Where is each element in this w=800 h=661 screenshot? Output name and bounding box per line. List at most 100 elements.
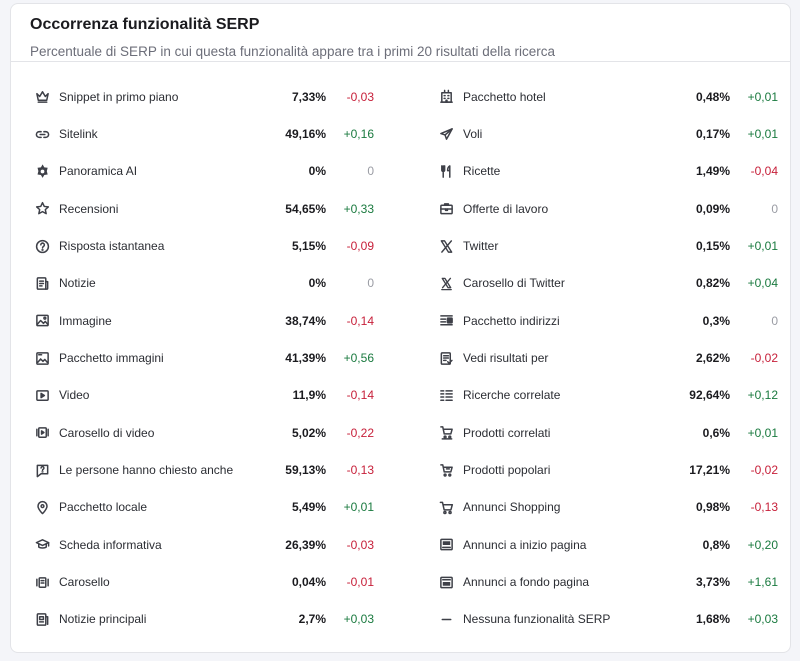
- feature-percent: 59,13%: [285, 463, 326, 478]
- feature-label: Video: [59, 388, 90, 403]
- address-pack-icon: [438, 312, 455, 329]
- feature-delta: -0,22: [346, 425, 374, 440]
- feature-delta: 0: [771, 313, 778, 328]
- x-carousel-icon: [438, 275, 455, 292]
- feature-percent: 0,17%: [695, 127, 730, 142]
- feature-percent: 0,04%: [291, 575, 326, 590]
- feature-row: Nessuna funzionalità SERP 1,68% +0,03: [438, 601, 778, 638]
- feature-label: Le persone hanno chiesto anche: [59, 463, 234, 478]
- feature-row: Annunci Shopping 0,98% -0,13: [438, 489, 778, 526]
- feature-label: Immagine: [59, 313, 112, 328]
- feature-label: Panoramica AI: [59, 164, 138, 179]
- feature-row: Notizie principali 2,7% +0,03: [34, 601, 374, 638]
- feature-row: Carosello di video 5,02% -0,22: [34, 414, 374, 451]
- feature-label: Risposta istantanea: [59, 239, 165, 254]
- briefcase-icon: [438, 200, 455, 217]
- dash-icon: [438, 611, 455, 628]
- feature-label: Notizie: [59, 276, 96, 291]
- feature-delta: -0,01: [346, 575, 374, 590]
- feature-label: Pacchetto hotel: [463, 89, 546, 104]
- feature-row: Carosello di Twitter 0,82% +0,04: [438, 265, 778, 302]
- feature-label: Pacchetto locale: [59, 500, 148, 515]
- feature-label: Recensioni: [59, 201, 119, 216]
- feature-label: Vedi risultati per: [463, 351, 549, 366]
- feature-row: Immagine 38,74% -0,14: [34, 302, 374, 339]
- feature-row: Le persone hanno chiesto anche 59,13% -0,1…: [34, 451, 374, 488]
- feature-label: Carosello di video: [59, 425, 155, 440]
- feature-percent: 41,39%: [285, 351, 326, 366]
- feature-percent: 0,98%: [695, 500, 730, 515]
- feature-row: Risposta istantanea 5,15% -0,09: [34, 227, 374, 264]
- feature-percent: 5,02%: [291, 425, 326, 440]
- feature-percent: 2,7%: [298, 612, 326, 627]
- feature-delta: -0,14: [346, 313, 374, 328]
- feature-delta: +0,03: [747, 612, 778, 627]
- star-icon: [34, 200, 51, 217]
- feature-row: Pacchetto indirizzi 0,3% 0: [438, 302, 778, 339]
- feature-delta: -0,02: [750, 351, 778, 366]
- feature-label: Snippet in primo piano: [59, 89, 179, 104]
- feature-percent: 49,16%: [285, 127, 326, 142]
- related-searches-icon: [438, 387, 455, 404]
- feature-delta: -0,14: [346, 388, 374, 403]
- feature-delta: +0,04: [747, 276, 778, 291]
- see-results-icon: [438, 350, 455, 367]
- feature-delta: 0: [367, 276, 374, 291]
- image-pack-icon: [34, 350, 51, 367]
- feature-label: Ricerche correlate: [463, 388, 561, 403]
- feature-percent: 5,49%: [291, 500, 326, 515]
- feature-row: Prodotti popolari 17,21% -0,02: [438, 451, 778, 488]
- feature-label: Annunci a fondo pagina: [463, 575, 590, 590]
- feature-label: Twitter: [463, 239, 499, 254]
- feature-delta: -0,02: [750, 463, 778, 478]
- ai-overview-icon: [34, 163, 51, 180]
- feature-row: Annunci a fondo pagina 3,73% +1,61: [438, 563, 778, 600]
- popular-products-icon: [438, 462, 455, 479]
- x-logo-icon: [438, 238, 455, 255]
- feature-delta: 0: [771, 201, 778, 216]
- widget-header: Occorrenza funzionalità SERP Percentuale…: [11, 4, 790, 62]
- feature-delta: +0,01: [343, 500, 374, 515]
- ad-top-icon: [438, 536, 455, 553]
- feature-percent: 0%: [308, 164, 326, 179]
- related-products-icon: [438, 424, 455, 441]
- feature-percent: 0,48%: [695, 89, 730, 104]
- feature-row: Pacchetto hotel 0,48% +0,01: [438, 78, 778, 115]
- feature-percent: 0%: [308, 276, 326, 291]
- feature-delta: +0,16: [343, 127, 374, 142]
- feature-percent: 54,65%: [285, 201, 326, 216]
- feature-percent: 26,39%: [285, 537, 326, 552]
- feature-delta: -0,03: [346, 89, 374, 104]
- feature-row: Prodotti correlati 0,6% +0,01: [438, 414, 778, 451]
- feature-percent: 3,73%: [695, 575, 730, 590]
- feature-percent: 1,49%: [695, 164, 730, 179]
- feature-label: Notizie principali: [59, 612, 147, 627]
- feature-percent: 0,3%: [702, 313, 730, 328]
- crown-icon: [34, 88, 51, 105]
- feature-row: Panoramica AI 0% 0: [34, 153, 374, 190]
- feature-row: Pacchetto locale 5,49% +0,01: [34, 489, 374, 526]
- fork-knife-icon: [438, 163, 455, 180]
- feature-delta: +0,03: [343, 612, 374, 627]
- carousel-icon: [34, 574, 51, 591]
- feature-percent: 11,9%: [292, 388, 326, 403]
- graduation-cap-icon: [34, 536, 51, 553]
- feature-percent: 0,09%: [695, 201, 730, 216]
- feature-delta: -0,09: [346, 239, 374, 254]
- feature-row: Recensioni 54,65% +0,33: [34, 190, 374, 227]
- feature-row: Twitter 0,15% +0,01: [438, 227, 778, 264]
- hotel-icon: [438, 88, 455, 105]
- feature-row: Scheda informativa 26,39% -0,03: [34, 526, 374, 563]
- ad-bottom-icon: [438, 574, 455, 591]
- features-column-right: Pacchetto hotel 0,48% +0,01 Voli 0,17% +0,01 R…: [438, 78, 778, 638]
- feature-delta: +0,20: [747, 537, 778, 552]
- feature-label: Sitelink: [59, 127, 98, 142]
- feature-label: Scheda informativa: [59, 537, 162, 552]
- feature-percent: 17,21%: [689, 463, 730, 478]
- feature-label: Carosello di Twitter: [463, 276, 565, 291]
- serp-features-widget: Occorrenza funzionalità SERP Percentuale…: [10, 3, 791, 653]
- video-icon: [34, 387, 51, 404]
- image-icon: [34, 312, 51, 329]
- feature-delta: +0,12: [747, 388, 778, 403]
- feature-row: Carosello 0,04% -0,01: [34, 563, 374, 600]
